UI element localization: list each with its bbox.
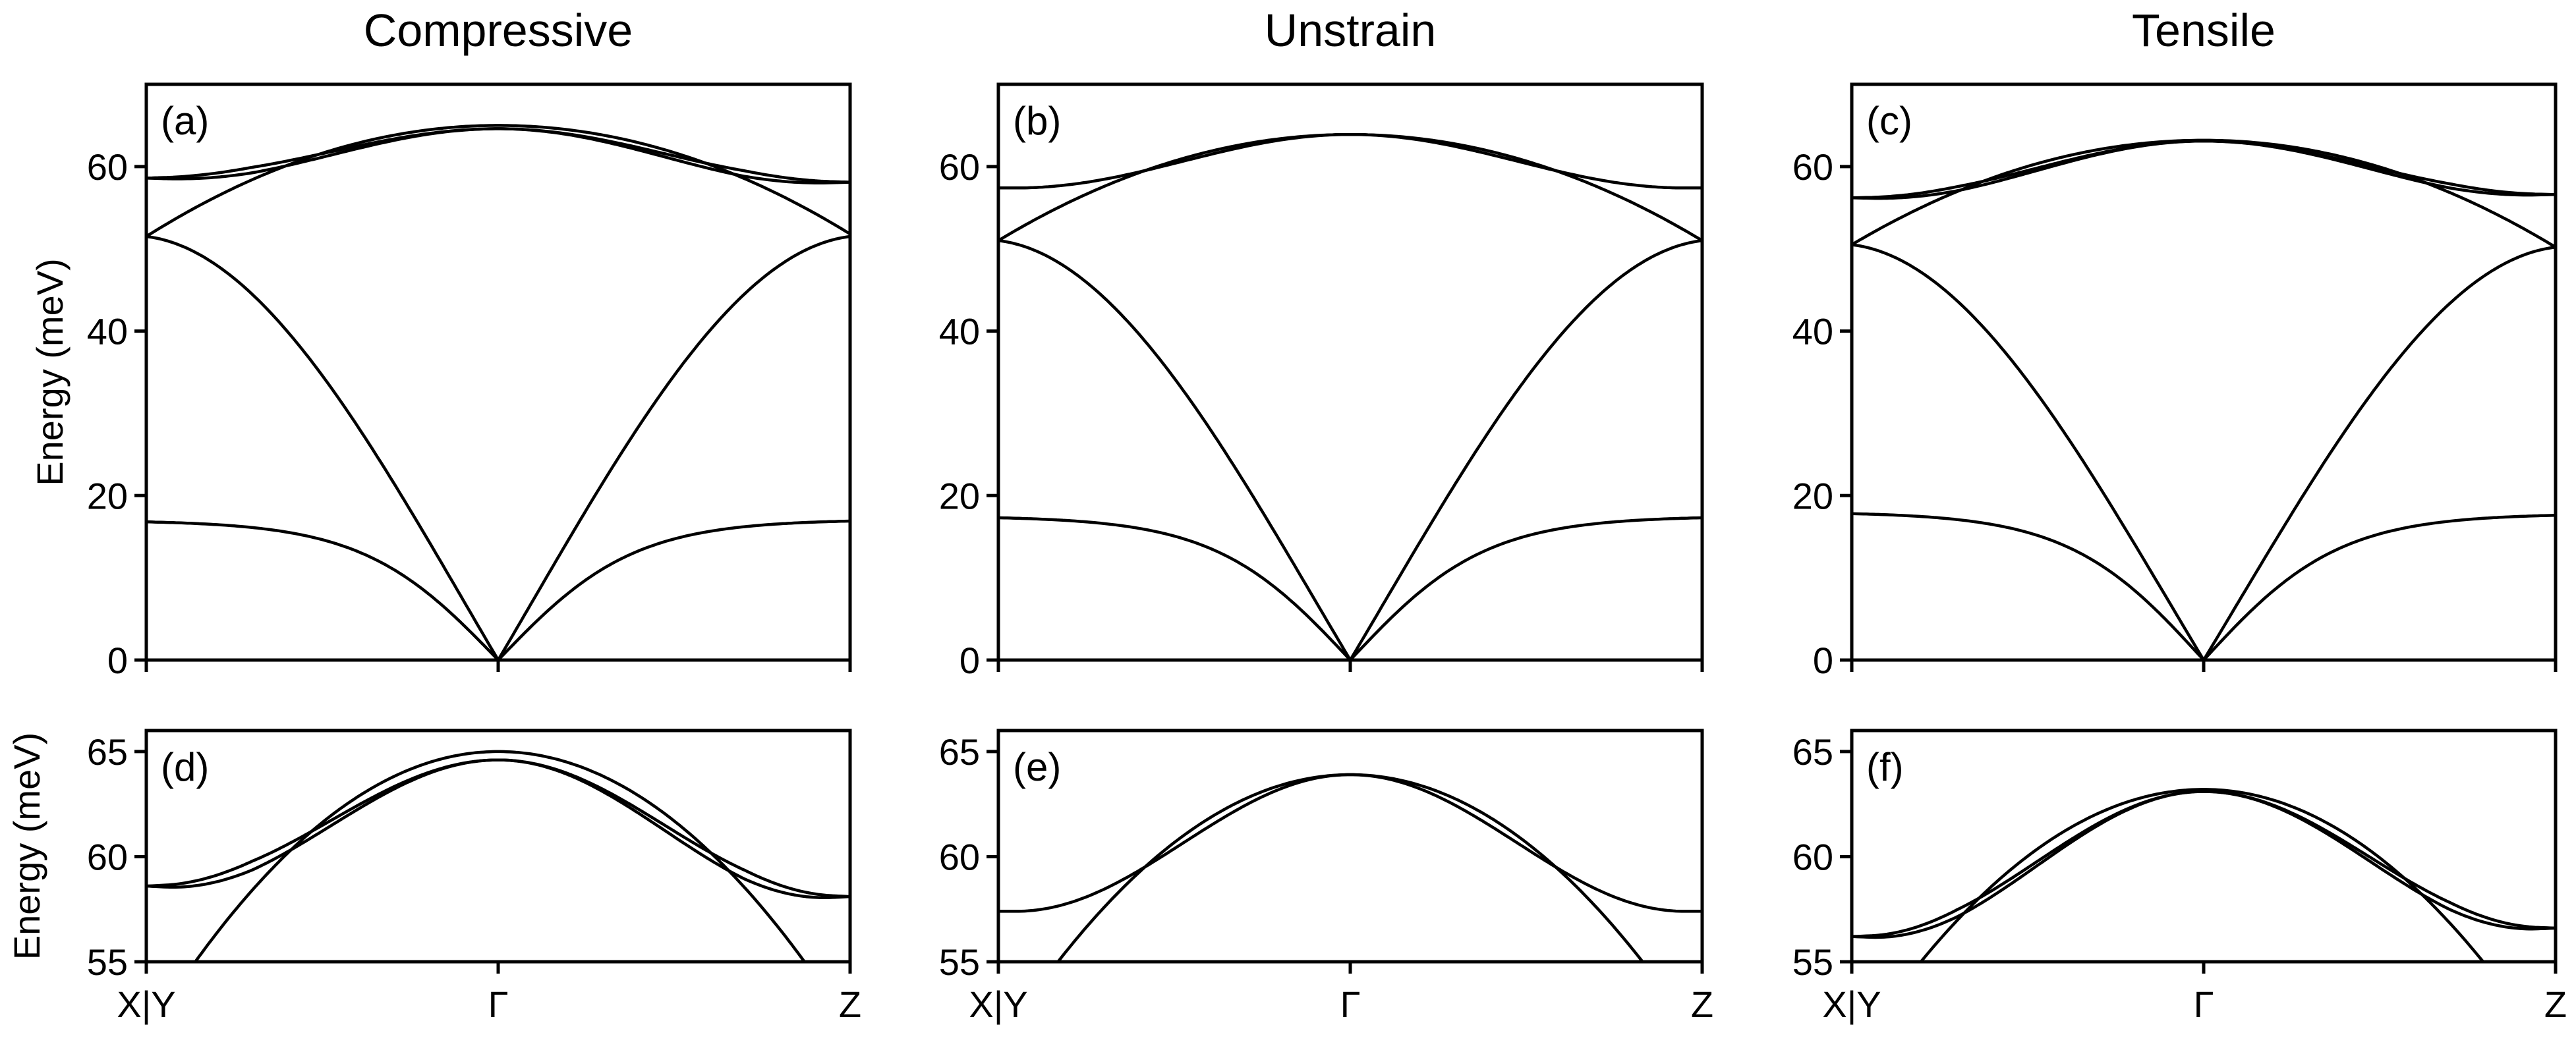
curves: [998, 773, 1702, 962]
dispersion-branch: [146, 127, 850, 184]
y-tick-label: 20: [939, 475, 980, 516]
y-tick-label: 60: [87, 146, 128, 188]
curves: [146, 750, 850, 962]
y-tick-label: 20: [87, 475, 128, 516]
y-tick-label: 60: [939, 146, 980, 188]
dispersion-branch: [998, 132, 1702, 242]
y-axis-label: Energy (meV): [29, 258, 71, 485]
dispersion-branch: [1852, 790, 2556, 938]
dispersion-branch: [1852, 243, 2556, 660]
curves: [1852, 788, 2556, 962]
plot-frame: [1850, 729, 2558, 964]
y-tick-label: 60: [1792, 146, 1833, 188]
x-tick-label: Z: [839, 983, 861, 1025]
dispersion-branch: [1852, 139, 2556, 200]
y-tick-label: 65: [87, 731, 128, 773]
dispersion-branch: [998, 132, 1702, 190]
panel-a: 0 20 40 60 (a): [87, 82, 852, 681]
plot-frame: [996, 82, 1704, 662]
dispersion-branch: [146, 235, 850, 660]
y-tick-label: 55: [1792, 941, 1833, 983]
column-title: Compressive: [364, 5, 633, 56]
dispersion-branch: [146, 758, 850, 899]
y-tick-label: 40: [939, 311, 980, 352]
x-tick-label: Z: [1691, 983, 1713, 1025]
x-tick-label: X|Y: [969, 983, 1027, 1025]
x-tick-label: X|Y: [1822, 983, 1881, 1025]
curves: [998, 132, 1702, 660]
y-tick-label: 55: [939, 941, 980, 983]
plot-frame: [996, 729, 1704, 964]
plot-frame: [1850, 82, 2558, 662]
y-tick-label: 60: [87, 836, 128, 877]
y-tick-label: 40: [1792, 311, 1833, 352]
dispersion-branch: [146, 127, 850, 184]
panel-label: (c): [1866, 99, 1912, 143]
dispersion-branch: [193, 750, 807, 962]
dispersion-branch: [1852, 139, 2556, 200]
dispersion-branch: [998, 516, 1702, 660]
panel-label: (b): [1013, 99, 1061, 143]
y-tick-label: 40: [87, 311, 128, 352]
panel-f: 55 60 65 X|Y Γ Z (f): [1792, 729, 2567, 1025]
y-tick-label: 60: [1792, 836, 1833, 877]
panel-c: 0 20 40 60 (c): [1792, 82, 2558, 681]
y-tick-label: 0: [959, 640, 980, 681]
dispersion-branch: [146, 519, 850, 660]
x-tick-label: X|Y: [117, 983, 175, 1025]
dispersion-branch: [146, 124, 850, 238]
y-tick-label: 55: [87, 941, 128, 983]
y-tick-label: 60: [939, 836, 980, 877]
dispersion-branch: [1852, 512, 2556, 660]
x-tick-label: Γ: [1340, 983, 1361, 1025]
panel-d: 55 60 65 X|Y Γ Z (d): [87, 729, 861, 1025]
y-tick-label: 0: [107, 640, 128, 681]
panel-e: 55 60 65 X|Y Γ Z (e): [939, 729, 1713, 1025]
column-title: Unstrain: [1265, 5, 1437, 56]
panel-label: (f): [1866, 745, 1904, 789]
panel-label: (e): [1013, 745, 1061, 789]
y-axis-label: Energy (meV): [6, 733, 47, 960]
x-tick-label: Γ: [488, 983, 509, 1025]
panel-label: (a): [161, 99, 209, 143]
x-tick-label: Z: [2544, 983, 2567, 1025]
plot-frame: [144, 729, 852, 964]
dispersion-branch: [1852, 138, 2556, 249]
column-title: Tensile: [2132, 5, 2275, 56]
y-tick-label: 20: [1792, 475, 1833, 516]
dispersion-branch: [1852, 790, 2556, 939]
y-tick-label: 65: [939, 731, 980, 773]
dispersion-branch: [998, 773, 1702, 913]
dispersion-branch: [146, 758, 850, 899]
dispersion-branch: [998, 238, 1702, 660]
y-tick-label: 0: [1813, 640, 1833, 681]
x-tick-label: Γ: [2194, 983, 2214, 1025]
y-tick-label: 65: [1792, 731, 1833, 773]
curves: [146, 124, 850, 660]
dispersion-branch: [1918, 788, 2486, 962]
panel-b: 0 20 40 60 (b): [939, 82, 1704, 681]
panel-label: (d): [161, 745, 209, 789]
curves: [1852, 138, 2556, 660]
